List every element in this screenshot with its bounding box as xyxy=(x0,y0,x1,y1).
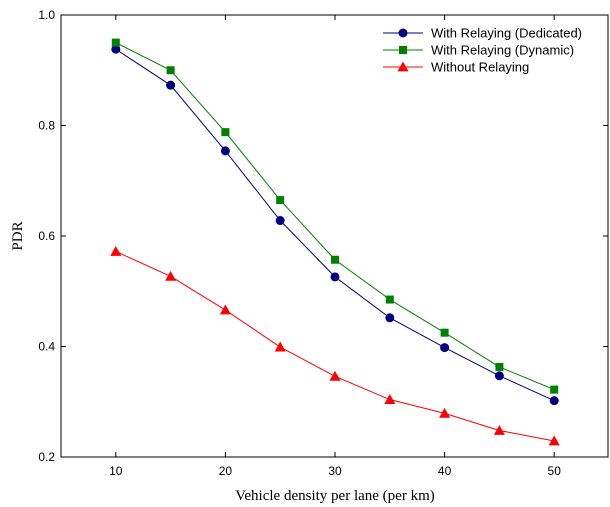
legend-item: With Relaying (Dynamic) xyxy=(383,43,574,58)
y-tick-label: 0.8 xyxy=(38,119,55,133)
y-axis-title: PDR xyxy=(10,221,26,250)
y-tick-label: 0.6 xyxy=(38,229,55,243)
series-1 xyxy=(111,44,559,406)
y-tick-label: 0.4 xyxy=(38,340,55,354)
legend: With Relaying (Dedicated) With Relaying (… xyxy=(383,26,582,75)
data-point xyxy=(111,44,121,54)
series-line xyxy=(115,42,555,391)
data-point xyxy=(330,272,340,282)
legend-marker xyxy=(398,28,408,38)
series-line xyxy=(115,48,555,402)
legend-label: Without Relaying xyxy=(431,60,529,75)
data-point xyxy=(110,245,122,256)
data-point xyxy=(494,371,504,381)
x-tick-label: 10 xyxy=(109,464,123,478)
data-point xyxy=(495,362,504,371)
data-point xyxy=(219,304,231,315)
legend-item: With Relaying (Dedicated) xyxy=(383,26,582,41)
x-tick-label: 20 xyxy=(219,464,233,478)
data-point xyxy=(220,146,230,156)
series-3 xyxy=(110,245,560,446)
data-point xyxy=(385,295,394,304)
series-2 xyxy=(111,38,559,394)
legend-marker xyxy=(399,46,407,54)
data-point xyxy=(331,255,339,264)
data-point xyxy=(166,66,175,75)
x-tick-label: 50 xyxy=(548,464,562,478)
data-point xyxy=(550,385,559,394)
plot-frame xyxy=(60,14,609,458)
legend-item: Without Relaying xyxy=(383,60,529,75)
axes: 0.2 0.4 0.6 0.8 1.0 10 20 30 40 50 xyxy=(38,8,609,478)
data-point xyxy=(440,328,449,337)
legend-label: With Relaying (Dedicated) xyxy=(431,26,582,41)
data-point xyxy=(329,370,341,381)
data-point xyxy=(165,270,177,281)
data-point xyxy=(549,396,559,406)
x-tick-label: 40 xyxy=(438,464,452,478)
data-point xyxy=(274,341,286,352)
data-point xyxy=(548,435,560,446)
data-point xyxy=(111,38,120,47)
legend-label: With Relaying (Dynamic) xyxy=(431,43,574,58)
data-point xyxy=(439,407,451,418)
x-tick-label: 30 xyxy=(328,464,342,478)
data-point xyxy=(166,80,176,90)
series-layer xyxy=(110,38,560,446)
data-point xyxy=(385,313,395,323)
y-tick-label: 0.2 xyxy=(38,450,55,464)
data-point xyxy=(275,216,285,226)
y-tick-label: 1.0 xyxy=(38,8,55,22)
data-point xyxy=(440,343,450,353)
data-point xyxy=(221,128,230,137)
x-axis-title: Vehicle density per lane (per km) xyxy=(235,488,435,504)
data-point xyxy=(276,196,285,205)
data-point xyxy=(493,424,505,435)
legend-marker xyxy=(397,61,409,72)
data-point xyxy=(384,394,396,404)
